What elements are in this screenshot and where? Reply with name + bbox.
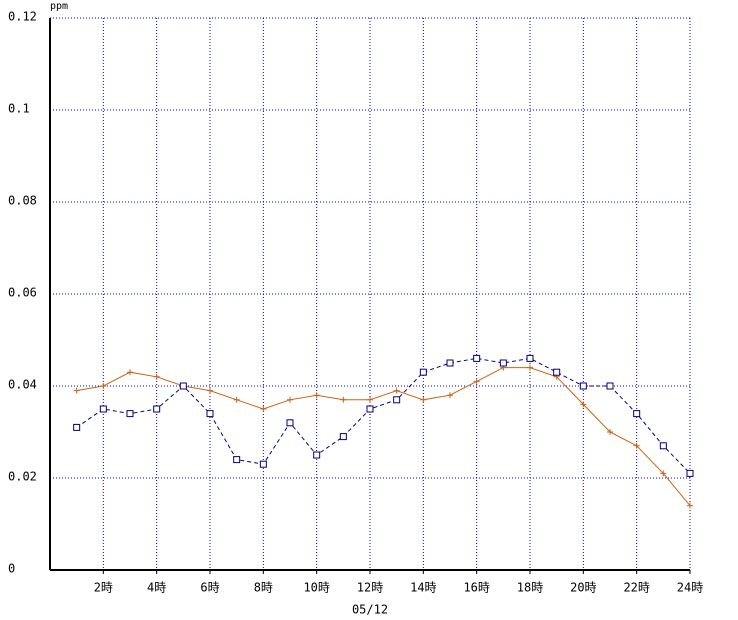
y-tick-label: 0: [8, 562, 15, 576]
marker: [339, 433, 347, 441]
marker: [313, 392, 320, 399]
marker: [527, 364, 533, 371]
x-tick-label: 16時: [463, 581, 489, 595]
x-tick-label: 20時: [570, 581, 596, 595]
marker: [606, 382, 614, 390]
x-label: 05/12: [352, 603, 388, 617]
x-tick-label: 10時: [303, 581, 329, 595]
series-line: [76, 367, 691, 506]
marker: [73, 423, 81, 431]
x-tick-label: 12時: [357, 581, 383, 595]
marker: [473, 378, 480, 385]
marker: [153, 405, 161, 413]
marker: [393, 387, 400, 394]
marker: [526, 354, 534, 362]
marker: [686, 469, 694, 477]
marker: [633, 410, 641, 418]
marker: [499, 359, 507, 367]
marker: [553, 368, 561, 376]
marker: [100, 383, 107, 389]
marker: [207, 387, 213, 394]
marker: [446, 359, 454, 367]
marker: [73, 387, 80, 394]
marker: [340, 396, 347, 403]
marker: [206, 410, 214, 418]
marker: [579, 382, 587, 390]
y-tick-label: 0.02: [8, 470, 37, 484]
x-tick-label: 6時: [200, 581, 219, 595]
marker: [287, 396, 293, 403]
marker: [286, 419, 294, 427]
marker: [233, 456, 241, 464]
y-tick-label: 0.06: [8, 286, 37, 300]
x-tick-label: 24時: [677, 581, 703, 595]
marker: [659, 442, 667, 450]
marker: [127, 369, 133, 376]
marker: [179, 382, 187, 390]
marker: [393, 396, 401, 404]
x-tick-label: 4時: [147, 581, 166, 595]
y-tick-label: 0.04: [8, 378, 37, 392]
marker: [259, 460, 267, 468]
x-tick-label: 8時: [254, 581, 273, 595]
marker: [419, 368, 427, 376]
x-tick-label: 2時: [94, 581, 113, 595]
marker: [126, 410, 134, 418]
marker: [580, 401, 587, 408]
x-tick-label: 22時: [623, 581, 649, 595]
marker: [447, 392, 453, 399]
marker: [366, 405, 374, 413]
marker: [260, 406, 267, 412]
y-tick-label: 0.12: [8, 10, 37, 24]
marker: [473, 354, 481, 362]
series-line: [76, 357, 691, 474]
y-tick-label: 0.08: [8, 194, 37, 208]
x-tick-label: 14時: [410, 581, 436, 595]
marker: [660, 470, 667, 477]
marker: [153, 373, 160, 380]
marker: [687, 502, 693, 509]
marker: [367, 396, 373, 403]
x-tick-label: 18時: [517, 581, 543, 595]
marker: [233, 396, 240, 403]
marker: [99, 405, 107, 413]
marker: [313, 451, 321, 459]
marker: [607, 429, 613, 435]
marker: [633, 442, 640, 449]
y-tick-label: 0.1: [8, 102, 30, 116]
marker: [420, 396, 427, 403]
y-unit: ppm: [50, 1, 68, 12]
